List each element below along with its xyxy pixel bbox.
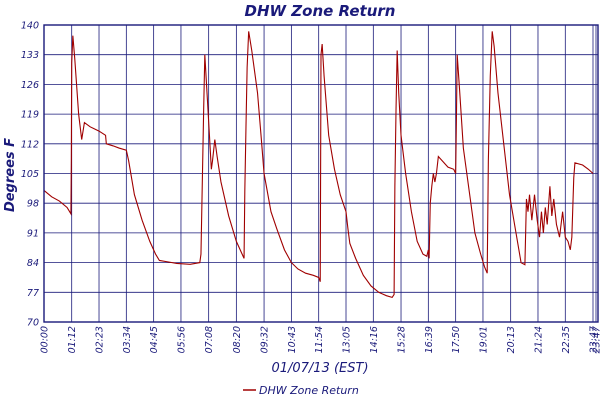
y-tick-label: 119 [21,110,39,121]
x-tick-label: 08:20 [232,326,243,353]
x-tick-label: 19:01 [478,326,489,353]
y-tick-label: 112 [21,139,39,150]
x-tick-label: 20:13 [506,326,517,353]
x-tick-label: 23:47 [588,326,599,353]
y-axis-label: Degrees F [3,138,18,212]
y-tick-label: 84 [27,258,39,269]
x-tick-label: 21:24 [533,326,544,353]
plot-frame [43,24,599,323]
x-tick-label: 15:28 [397,326,408,353]
y-tick-labels: 70 77 84 91 98 105 112 119 126 133 140 [21,21,39,329]
y-tick-label: 133 [21,50,39,61]
chart-title: DHW Zone Return [245,2,396,20]
y-tick-label: 70 [27,318,39,329]
x-axis-label: 01/07/13 (EST) [271,361,368,376]
y-tick-label: 98 [27,199,39,210]
y-tick-label: 77 [27,288,39,299]
x-tick-labels: 00:00 01:12 02:23 03:34 04:45 05:56 07:08 08:20… [40,326,600,353]
x-tick-label: 00:00 [40,326,51,353]
x-tick-label: 01:12 [67,326,78,353]
y-tick-label: 91 [27,228,39,239]
x-tick-label: 02:23 [95,326,106,353]
x-tick-label: 10:43 [287,326,298,353]
legend-label: DHW Zone Return [259,384,359,397]
x-tick-label: 13:05 [342,326,353,353]
x-tick-label: 22:35 [561,326,572,353]
x-tick-label: 07:08 [204,326,215,353]
y-tick-label: 140 [21,21,39,32]
legend: DHW Zone Return [243,384,359,397]
x-tick-label: 16:39 [424,326,435,353]
x-tick-label: 05:56 [176,326,187,353]
x-tick-label: 11:54 [314,326,325,353]
y-tick-label: 126 [21,80,39,91]
x-tick-label: 03:34 [122,326,133,353]
x-tick-label: 17:50 [451,326,462,353]
x-tick-label: 09:32 [260,326,271,353]
series-line-dhw-zone-return [43,31,594,299]
y-tick-label: 105 [21,169,39,180]
x-tick-label: 04:45 [149,326,160,353]
x-tick-label: 23:47 [591,326,600,353]
x-tick-label: 14:16 [369,326,380,353]
